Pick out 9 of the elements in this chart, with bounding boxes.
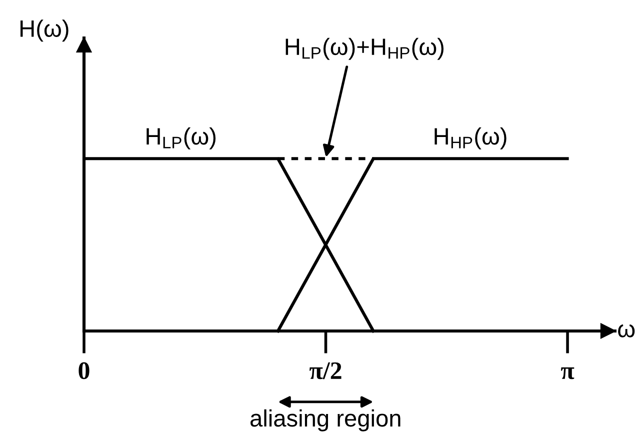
x-tick-label: 0 [78,362,90,380]
x-axis-title: ω [618,324,635,338]
series-label: H$_{HP}$(ω) [434,127,506,150]
series-label: H$_{LP}$(ω) [146,127,216,150]
y-axis-title: H(ω) [20,20,68,42]
x-tick-label: π/2 [310,362,342,380]
text: H$_{LP}$(ω)+H$_{HP}$(ω) [286,38,444,60]
text: aliasing region [250,409,400,432]
x-tick-label: π [561,367,574,380]
